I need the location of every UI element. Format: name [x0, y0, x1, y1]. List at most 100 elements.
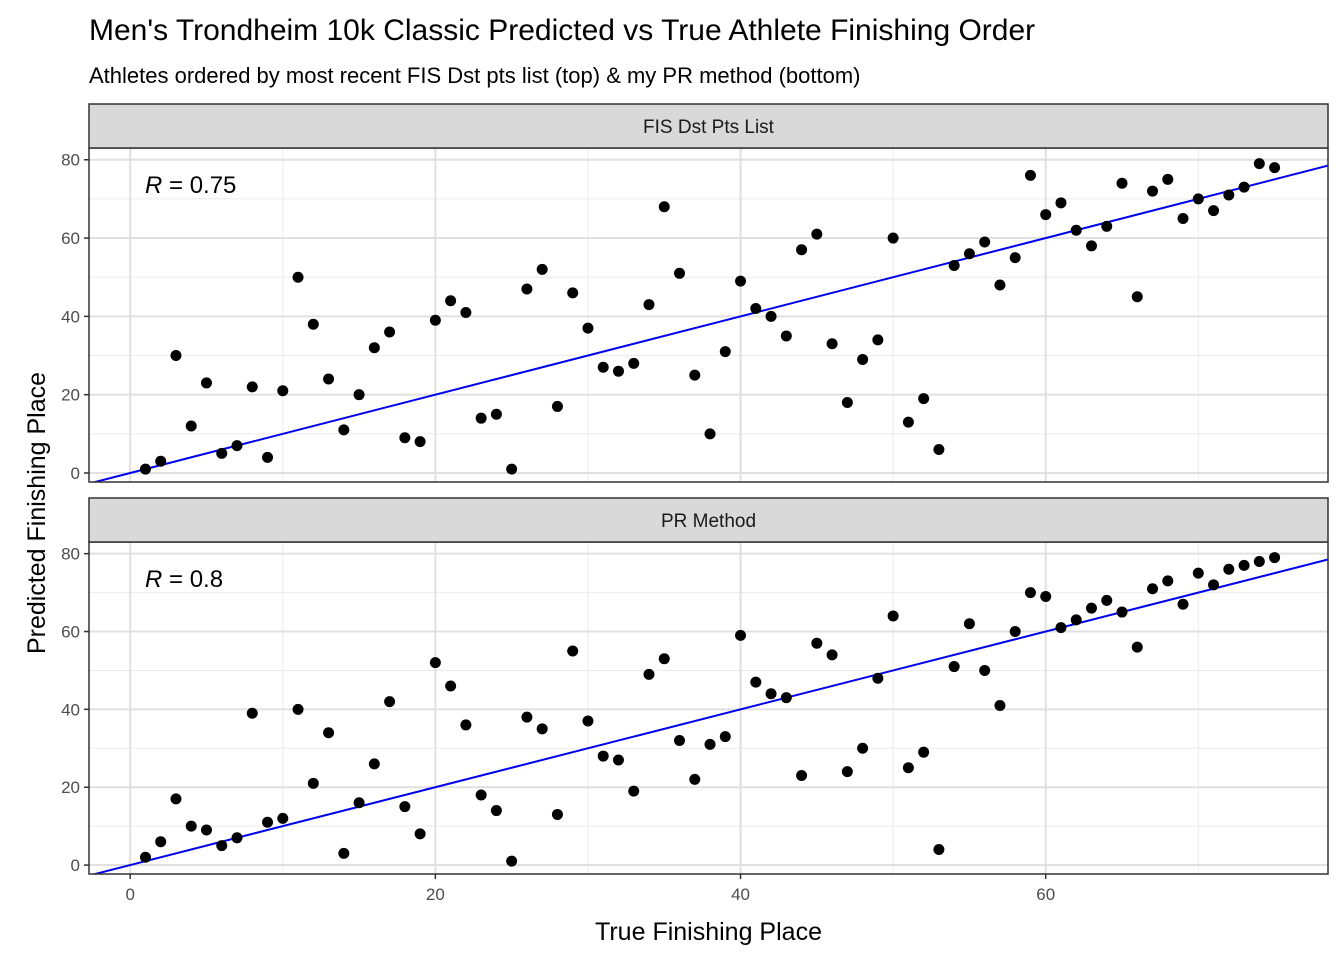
data-point [231, 440, 243, 452]
data-point [200, 824, 212, 836]
data-point [460, 306, 472, 318]
data-point [246, 707, 258, 719]
data-point [445, 680, 457, 692]
data-point [1253, 555, 1265, 567]
data-point [948, 259, 960, 271]
data-point [597, 361, 609, 373]
data-point [1040, 590, 1052, 602]
data-point [979, 236, 991, 248]
data-point [597, 750, 609, 762]
y-tick-label: 0 [71, 464, 80, 483]
data-point [353, 389, 365, 401]
data-point [1116, 606, 1128, 618]
data-point [857, 742, 869, 754]
data-point [460, 719, 472, 731]
data-point [918, 746, 930, 758]
data-point [826, 338, 838, 350]
data-point [887, 232, 899, 244]
data-point [1131, 291, 1143, 303]
data-point [200, 377, 212, 389]
data-point [628, 357, 640, 369]
data-point [1040, 209, 1052, 221]
strip-label: FIS Dst Pts List [643, 117, 775, 138]
data-point [445, 295, 457, 307]
y-tick-label: 80 [61, 545, 80, 564]
data-point [536, 263, 548, 275]
correlation-symbol: R [145, 172, 162, 199]
data-point [918, 393, 930, 405]
data-point [1116, 177, 1128, 189]
data-point [353, 797, 365, 809]
data-point [170, 793, 182, 805]
data-point [368, 758, 380, 770]
data-point [1177, 212, 1189, 224]
data-point [506, 463, 518, 475]
chart-title: Men's Trondheim 10k Classic Predicted vs… [89, 14, 1035, 47]
data-point [780, 330, 792, 342]
data-point [277, 385, 289, 397]
data-point [948, 661, 960, 673]
strip-label: PR Method [661, 511, 756, 532]
data-point [414, 436, 426, 448]
panel-background [89, 542, 1328, 874]
data-point [841, 397, 853, 409]
data-point [628, 785, 640, 797]
y-tick-label: 20 [61, 778, 80, 797]
data-point [1162, 173, 1174, 185]
reference-line [91, 164, 1328, 482]
data-point [338, 424, 350, 436]
data-point [475, 789, 487, 801]
data-point [704, 428, 716, 440]
data-point [292, 271, 304, 283]
x-tick-label: 40 [731, 885, 750, 904]
x-tick-label: 0 [125, 885, 134, 904]
data-point [323, 373, 335, 385]
data-point [429, 314, 441, 326]
data-point [994, 699, 1006, 711]
data-point [750, 676, 762, 688]
y-tick-label: 80 [61, 151, 80, 170]
data-point [399, 801, 411, 813]
data-point [719, 346, 731, 358]
data-point [612, 754, 624, 766]
data-point [1070, 224, 1082, 236]
strip-background [88, 497, 1329, 543]
data-point [994, 279, 1006, 291]
data-point [826, 649, 838, 661]
data-point [262, 816, 274, 828]
data-point [307, 777, 319, 789]
data-point [1177, 598, 1189, 610]
x-axis-title: True Finishing Place [595, 918, 822, 946]
strip-background [88, 103, 1329, 149]
data-point [338, 847, 350, 859]
data-point [933, 444, 945, 456]
data-point [185, 420, 197, 432]
data-point [216, 840, 228, 852]
data-point [674, 267, 686, 279]
data-point [933, 843, 945, 855]
data-point [811, 637, 823, 649]
data-point [1147, 185, 1159, 197]
data-point [1238, 181, 1250, 193]
data-point [979, 664, 991, 676]
data-point [1147, 583, 1159, 595]
data-point [262, 451, 274, 463]
data-point [551, 400, 563, 412]
data-point [475, 412, 487, 424]
data-point [1192, 567, 1204, 579]
data-point [1085, 602, 1097, 614]
data-point [1024, 169, 1036, 181]
data-point [1009, 626, 1021, 638]
data-point [658, 201, 670, 213]
data-point [872, 334, 884, 346]
correlation-annotation: R = 0.8 [145, 566, 223, 593]
y-axis-title: Predicted Finishing Place [23, 372, 51, 654]
data-point [765, 688, 777, 700]
data-point [1192, 193, 1204, 205]
y-tick-label: 20 [61, 386, 80, 405]
data-point [490, 408, 502, 420]
data-point [1101, 594, 1113, 606]
data-point [1162, 575, 1174, 587]
data-point [735, 275, 747, 287]
